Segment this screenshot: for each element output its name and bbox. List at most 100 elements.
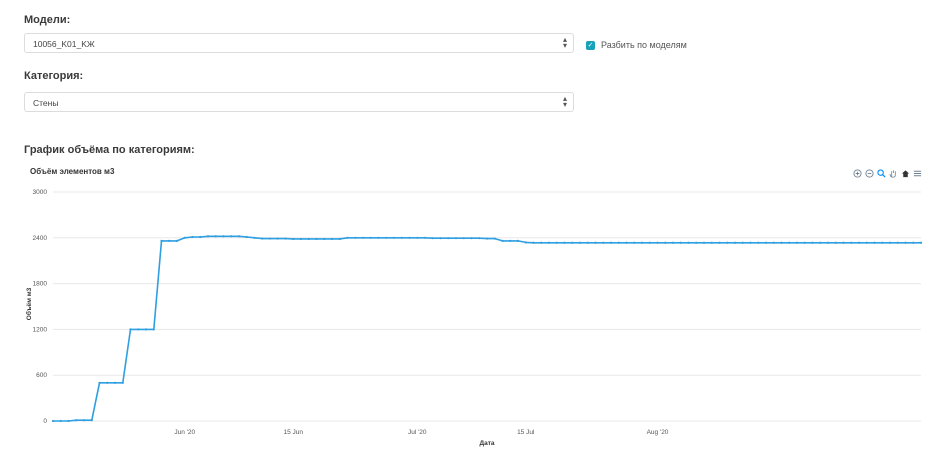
data-point[interactable]	[439, 237, 442, 240]
data-point[interactable]	[137, 328, 140, 331]
split-by-models-option[interactable]: ✓ Разбить по моделям	[586, 40, 687, 50]
data-point[interactable]	[540, 241, 543, 244]
data-point[interactable]	[98, 381, 101, 384]
data-point[interactable]	[602, 241, 605, 244]
data-point[interactable]	[555, 241, 558, 244]
data-point[interactable]	[524, 241, 527, 244]
data-point[interactable]	[547, 241, 551, 244]
volume-line-chart[interactable]: 0 600 1200 1800 2400 3000 Jun '20 15 Jun Jul '2…	[0, 180, 938, 453]
data-point[interactable]	[323, 237, 326, 241]
data-point[interactable]	[168, 239, 171, 242]
data-point[interactable]	[144, 328, 148, 331]
data-point[interactable]	[385, 236, 388, 239]
data-point[interactable]	[253, 236, 256, 239]
data-point[interactable]	[625, 241, 628, 244]
data-point[interactable]	[648, 241, 651, 244]
data-point[interactable]	[803, 241, 806, 244]
data-point[interactable]	[741, 241, 744, 244]
data-point[interactable]	[183, 236, 186, 239]
data-point[interactable]	[67, 419, 70, 423]
menu-icon[interactable]	[912, 168, 922, 178]
pan-hand-icon[interactable]	[888, 168, 898, 178]
data-point[interactable]	[757, 241, 760, 244]
data-point[interactable]	[121, 381, 124, 384]
data-point[interactable]	[222, 235, 225, 238]
data-point[interactable]	[578, 241, 582, 244]
data-point[interactable]	[811, 241, 814, 244]
models-select[interactable]: 10056_K01_KЖ ▴ ▾	[24, 33, 574, 53]
data-point[interactable]	[113, 381, 117, 384]
data-point[interactable]	[423, 236, 427, 239]
data-point[interactable]	[733, 241, 737, 244]
data-point[interactable]	[284, 237, 287, 240]
data-point[interactable]	[912, 241, 915, 244]
data-point[interactable]	[671, 241, 675, 244]
data-point[interactable]	[881, 241, 884, 244]
data-point[interactable]	[873, 241, 876, 244]
data-point[interactable]	[888, 241, 892, 244]
data-point[interactable]	[857, 241, 861, 244]
data-point[interactable]	[307, 237, 310, 241]
data-point[interactable]	[346, 236, 349, 239]
data-point[interactable]	[392, 236, 396, 239]
data-point[interactable]	[509, 239, 512, 242]
data-point[interactable]	[780, 241, 783, 244]
data-point[interactable]	[532, 241, 535, 244]
data-point[interactable]	[571, 241, 574, 244]
data-point[interactable]	[245, 235, 248, 239]
data-point[interactable]	[454, 237, 458, 240]
data-point[interactable]	[330, 237, 334, 241]
data-point[interactable]	[772, 241, 775, 244]
data-point[interactable]	[493, 237, 496, 240]
data-point[interactable]	[361, 236, 365, 239]
data-point[interactable]	[842, 241, 845, 244]
data-point[interactable]	[788, 241, 791, 244]
data-point[interactable]	[919, 241, 923, 244]
data-point[interactable]	[160, 239, 163, 242]
data-point[interactable]	[679, 241, 682, 244]
data-point[interactable]	[834, 241, 837, 244]
data-point[interactable]	[563, 241, 566, 244]
data-point[interactable]	[718, 241, 721, 244]
data-point[interactable]	[850, 241, 853, 244]
data-point[interactable]	[687, 241, 690, 244]
data-point[interactable]	[268, 237, 272, 240]
data-point[interactable]	[462, 237, 465, 240]
data-point[interactable]	[609, 241, 613, 244]
data-point[interactable]	[82, 419, 86, 422]
selection-zoom-icon[interactable]	[876, 168, 886, 178]
data-point[interactable]	[377, 236, 380, 239]
data-point[interactable]	[478, 237, 481, 240]
data-point[interactable]	[276, 237, 279, 240]
data-point[interactable]	[214, 235, 217, 238]
data-point[interactable]	[795, 241, 799, 244]
data-point[interactable]	[764, 241, 768, 244]
data-point[interactable]	[640, 241, 644, 244]
data-point[interactable]	[501, 239, 504, 242]
data-point[interactable]	[152, 328, 155, 331]
data-point[interactable]	[633, 241, 636, 244]
data-point[interactable]	[656, 241, 659, 244]
data-point[interactable]	[292, 237, 295, 241]
data-point[interactable]	[695, 241, 698, 244]
data-point[interactable]	[896, 241, 899, 244]
data-point[interactable]	[470, 237, 473, 240]
data-point[interactable]	[826, 241, 830, 244]
data-point[interactable]	[230, 235, 233, 238]
data-point[interactable]	[702, 241, 706, 244]
data-point[interactable]	[904, 241, 907, 244]
data-point[interactable]	[819, 241, 822, 244]
data-point[interactable]	[90, 419, 93, 422]
data-point[interactable]	[51, 419, 55, 423]
data-point[interactable]	[206, 235, 210, 238]
data-point[interactable]	[106, 381, 109, 384]
zoom-in-icon[interactable]	[852, 168, 862, 178]
zoom-out-icon[interactable]	[864, 168, 874, 178]
data-point[interactable]	[75, 419, 78, 422]
data-point[interactable]	[485, 237, 489, 240]
data-point[interactable]	[369, 236, 372, 239]
data-point[interactable]	[865, 241, 868, 244]
data-point[interactable]	[237, 235, 241, 238]
checkbox-checked-icon[interactable]: ✓	[586, 40, 595, 50]
data-point[interactable]	[586, 241, 589, 244]
